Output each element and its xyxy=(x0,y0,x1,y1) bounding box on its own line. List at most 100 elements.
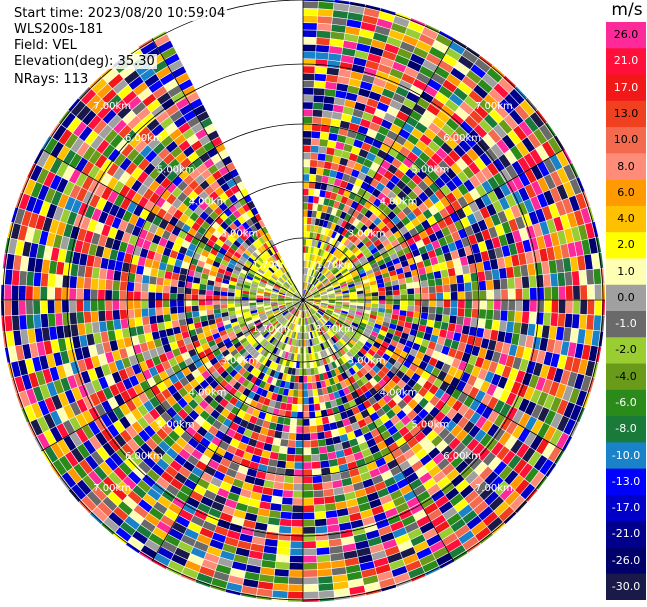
velocity-gate xyxy=(292,297,300,300)
velocity-gate xyxy=(491,522,506,535)
velocity-gate xyxy=(316,283,323,289)
velocity-gate xyxy=(252,341,260,349)
velocity-gate xyxy=(193,394,204,405)
velocity-gate xyxy=(242,412,252,422)
velocity-gate xyxy=(356,370,364,379)
velocity-gate xyxy=(303,325,305,333)
velocity-gate xyxy=(263,480,275,489)
velocity-gate xyxy=(10,223,21,240)
velocity-gate xyxy=(335,194,343,203)
velocity-gate xyxy=(294,469,303,477)
velocity-gate xyxy=(281,395,288,403)
velocity-gate xyxy=(345,319,353,325)
velocity-gate xyxy=(113,167,125,181)
velocity-gate xyxy=(60,377,71,392)
velocity-gate xyxy=(203,448,215,459)
velocity-gate xyxy=(503,114,518,130)
velocity-gate xyxy=(131,408,143,421)
velocity-gate xyxy=(201,221,211,230)
velocity-gate xyxy=(127,272,136,283)
velocity-gate xyxy=(341,113,352,123)
velocity-gate xyxy=(372,341,381,349)
velocity-gate xyxy=(491,269,500,280)
velocity-gate xyxy=(391,314,399,320)
velocity-gate xyxy=(210,265,219,273)
velocity-gate xyxy=(428,306,436,314)
velocity-gate xyxy=(193,404,204,415)
velocity-gate xyxy=(510,439,524,454)
velocity-gate xyxy=(105,279,113,290)
velocity-gate xyxy=(251,359,259,367)
velocity-gate xyxy=(166,395,177,407)
velocity-gate xyxy=(428,384,439,395)
velocity-gate xyxy=(366,168,377,178)
velocity-gate xyxy=(333,284,340,289)
velocity-gate xyxy=(275,423,284,432)
velocity-gate xyxy=(294,302,300,307)
velocity-gate xyxy=(290,307,296,314)
velocity-gate xyxy=(299,318,302,325)
ring-label: 6.00km xyxy=(443,133,481,144)
velocity-gate xyxy=(520,100,535,116)
velocity-gate xyxy=(289,278,294,285)
velocity-gate xyxy=(407,399,418,410)
velocity-gate xyxy=(327,320,334,327)
velocity-gate xyxy=(209,270,217,277)
velocity-gate xyxy=(190,420,201,432)
velocity-gate xyxy=(220,182,230,192)
velocity-gate xyxy=(142,474,156,488)
velocity-gate xyxy=(352,275,360,281)
velocity-gate xyxy=(395,370,405,379)
velocity-gate xyxy=(372,365,381,374)
velocity-gate xyxy=(225,266,234,273)
velocity-gate xyxy=(273,322,280,328)
velocity-gate xyxy=(298,310,301,318)
velocity-gate xyxy=(139,208,150,220)
velocity-gate xyxy=(402,157,414,168)
velocity-gate xyxy=(191,288,199,295)
velocity-gate xyxy=(363,175,373,185)
velocity-gate xyxy=(319,350,325,358)
velocity-gate xyxy=(418,360,428,370)
velocity-gate xyxy=(83,289,91,300)
velocity-gate xyxy=(187,116,200,128)
velocity-gate xyxy=(241,351,250,359)
velocity-gate xyxy=(255,418,264,427)
velocity-gate xyxy=(393,347,403,356)
velocity-gate xyxy=(280,511,292,520)
velocity-gate xyxy=(378,287,386,292)
velocity-gate xyxy=(536,438,550,455)
velocity-gate xyxy=(96,83,112,99)
velocity-gate xyxy=(325,81,337,90)
velocity-gate xyxy=(311,277,316,284)
velocity-gate xyxy=(83,439,96,455)
velocity-gate xyxy=(505,193,517,208)
velocity-gate xyxy=(140,68,156,82)
velocity-gate xyxy=(513,458,528,474)
velocity-gate xyxy=(311,307,317,312)
velocity-gate xyxy=(188,243,197,252)
colorbar-segment xyxy=(606,232,646,259)
velocity-gate xyxy=(306,354,310,361)
velocity-gate xyxy=(82,191,94,205)
velocity-gate xyxy=(306,260,310,268)
velocity-gate xyxy=(56,407,69,423)
velocity-gate xyxy=(395,325,404,332)
velocity-gate xyxy=(470,272,479,282)
velocity-gate xyxy=(573,300,580,314)
velocity-gate xyxy=(343,143,353,153)
velocity-gate xyxy=(250,375,258,384)
velocity-gate xyxy=(293,389,299,397)
velocity-gate xyxy=(343,321,351,327)
velocity-gate xyxy=(522,288,530,300)
velocity-gate xyxy=(313,102,324,110)
velocity-gate xyxy=(307,210,313,218)
velocity-gate xyxy=(265,310,273,315)
velocity-gate xyxy=(258,236,266,245)
velocity-gate xyxy=(365,269,374,276)
velocity-gate xyxy=(172,348,181,357)
velocity-gate xyxy=(494,501,510,517)
velocity-gate xyxy=(438,501,454,514)
velocity-gate xyxy=(28,372,39,388)
velocity-gate xyxy=(212,170,223,181)
